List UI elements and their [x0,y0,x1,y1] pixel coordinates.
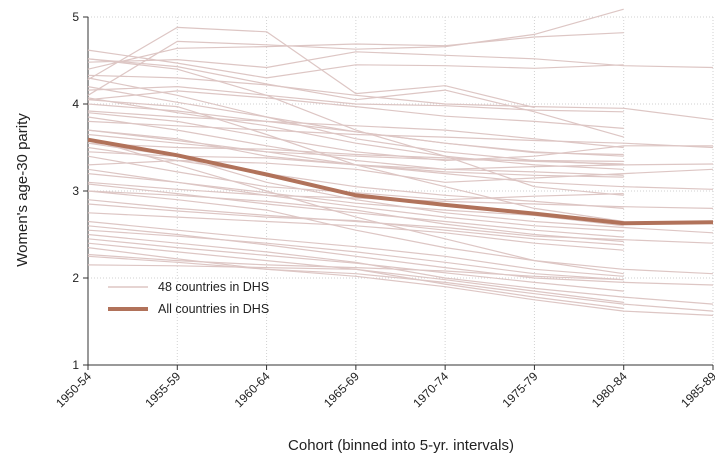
country-series-line [87,220,624,277]
country-series-line [87,225,714,286]
country-series-line [87,146,624,209]
country-series-line [87,32,624,70]
country-series-line [87,110,624,156]
country-series-line [87,120,714,149]
legend: 48 countries in DHS All countries in DHS [108,280,269,316]
country-series-line [87,183,624,238]
country-series-line [87,58,624,196]
legend-label-countries: 48 countries in DHS [158,280,269,294]
country-series-line [87,142,714,234]
country-series-line [87,142,624,165]
average-series-line-path [87,137,714,226]
country-series-line [87,229,624,281]
x-tick-label: 1975-79 [500,369,541,410]
country-series-lines [87,8,714,316]
country-series-line [87,247,714,316]
average-series-line [87,137,714,226]
country-series-line [87,116,624,176]
x-tick-label: 1965-69 [321,369,362,410]
country-series-line [87,129,714,190]
country-series-line [87,255,714,312]
country-series-line [87,233,714,305]
country-series-line [87,129,714,170]
country-series-line [87,112,713,162]
x-tick-label: 1960-64 [232,369,273,410]
legend-label-average: All countries in DHS [158,302,269,316]
country-series-line [87,49,624,79]
country-series-line [87,155,624,201]
country-series-line [87,203,624,246]
y-tick-label: 1 [72,358,79,372]
x-tick-label: 1950-54 [53,369,94,410]
country-series-line [87,103,624,149]
x-tick-label: 1980-84 [589,369,630,410]
country-series-line [87,133,624,162]
country-series-line [87,26,535,109]
x-axis-title: Cohort (binned into 5-yr. intervals) [288,437,514,454]
country-series-line [87,173,624,232]
y-axis-title: Women's age-30 parity [14,113,31,267]
x-tick-label: 1970-74 [410,369,451,410]
country-series-line [87,8,624,96]
country-series-line [87,90,624,129]
country-series-line [87,264,624,309]
y-tick-label: 4 [72,97,79,111]
country-series-line [87,253,624,281]
x-tick-label: 1985-89 [678,369,715,410]
country-series-line [87,58,624,138]
country-series-line [87,212,624,251]
country-series-line [87,97,624,170]
country-series-line [87,199,714,244]
country-series-line [87,74,714,121]
y-tick-label: 2 [72,271,79,285]
y-tick-label: 5 [72,10,79,24]
country-series-line [87,51,714,69]
country-series-line [87,190,714,275]
y-tick-label: 3 [72,184,79,198]
country-series-line [87,86,624,157]
x-tick-label: 1955-59 [142,369,183,410]
country-series-line [87,190,624,243]
country-series-line [87,238,624,292]
country-series-line [87,86,624,113]
